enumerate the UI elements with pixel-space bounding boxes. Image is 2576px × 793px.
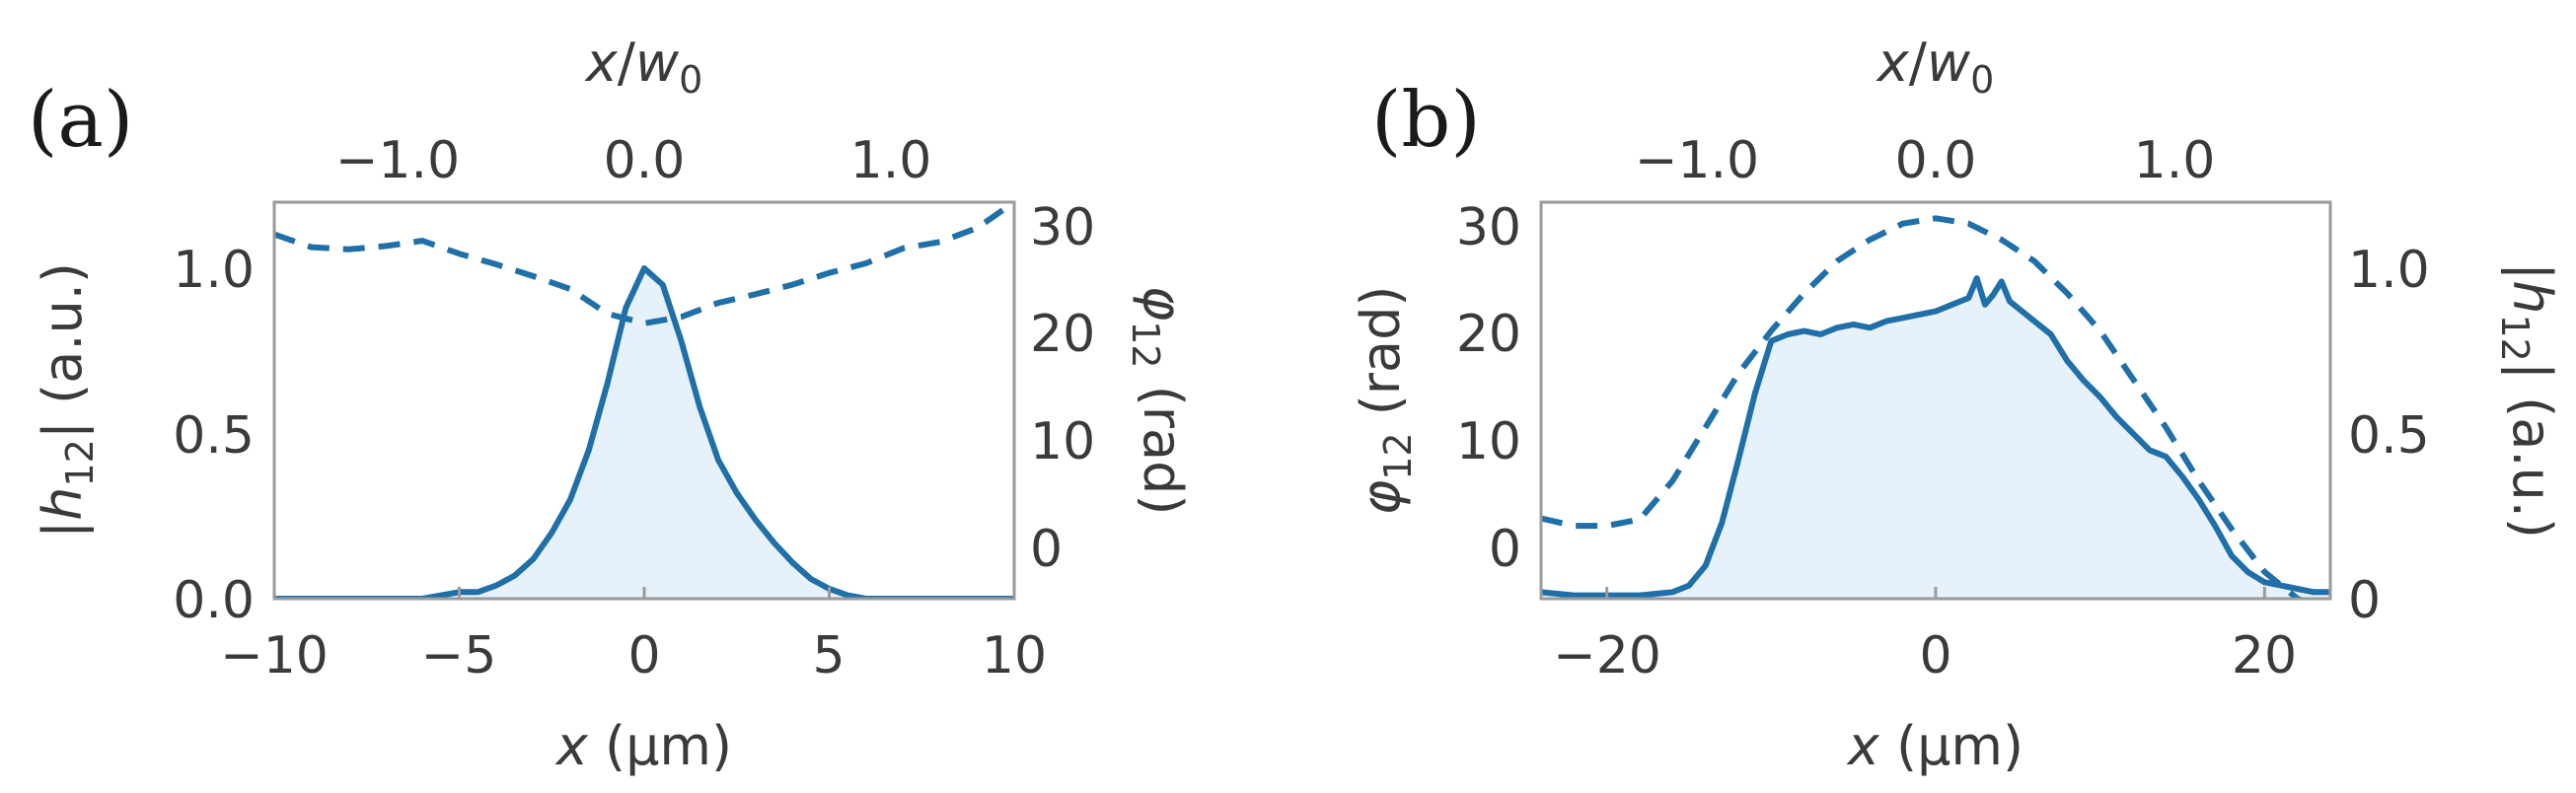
panel-a-left-tick: 0.5 — [173, 406, 255, 466]
panel-a-bottom-ticks: −10 −5 0 5 10 — [220, 626, 1047, 685]
panel-a-top-tick: 0.0 — [604, 131, 686, 190]
panel-b-top-tick: 1.0 — [2134, 131, 2216, 190]
panel-b-left-axis-label: φ12 (rad) — [1350, 286, 1420, 516]
panel-a-dashed-series-line — [274, 202, 1014, 326]
panel-a-label: (a) — [28, 76, 133, 165]
panel-a-right-tick: 20 — [1030, 305, 1095, 364]
panel-b-right-axis-label: |h12| (a.u.) — [2493, 262, 2563, 539]
panel-b-x-tick: −20 — [1553, 626, 1661, 685]
panel-a-x-tick: 10 — [982, 626, 1047, 685]
panel-a-top-tick: 1.0 — [850, 131, 932, 190]
panel-b-x-axis-label: x (μm) — [1846, 715, 2024, 777]
panel-b-solid-series-line — [1541, 275, 2330, 599]
panel-a-x-tick: 0 — [627, 626, 660, 685]
panel-b-left-ticks: 0 10 20 30 — [1456, 198, 1521, 579]
panel-a-left-axis-label: |h12| (a.u.) — [32, 262, 102, 539]
panel-a: (a) x/w0 −1.0 0.0 1.0 −10 −5 0 5 10 x (μ… — [28, 32, 1194, 777]
panel-a-x-tick: −5 — [421, 626, 497, 685]
panel-b-series — [1541, 215, 2330, 599]
panel-b-dashed-series-line — [1541, 215, 2308, 599]
panel-b-x-tick: 20 — [2232, 626, 2297, 685]
panel-a-left-ticks: 0.0 0.5 1.0 — [173, 241, 255, 630]
panel-a-plot-frame — [272, 200, 1016, 601]
panel-a-right-ticks: 0 10 20 30 — [1030, 198, 1095, 579]
panel-b-top-ticks: −1.0 0.0 1.0 — [1635, 131, 2215, 190]
panel-b-left-tick: 0 — [1489, 520, 1521, 579]
panel-a-left-tick: 0.0 — [173, 571, 255, 630]
panel-b-bottom-ticks: −20 0 20 — [1553, 626, 2297, 685]
panel-a-left-tick: 1.0 — [173, 241, 255, 300]
panel-b-left-tick: 20 — [1456, 305, 1521, 364]
panel-a-x-tick: −10 — [220, 626, 329, 685]
panel-b: (b) x/w0 −1.0 0.0 1.0 −20 0 20 x (μm) 0 … — [1350, 32, 2563, 777]
panel-a-top-ticks: −1.0 0.0 1.0 — [335, 131, 931, 190]
panel-b-x-tick: 0 — [1919, 626, 1951, 685]
panel-b-right-ticks: 0 0.5 1.0 — [2348, 241, 2430, 630]
panel-a-solid-series-line — [274, 265, 1014, 599]
panel-b-right-tick: 0.5 — [2348, 406, 2430, 466]
panel-b-series-area — [1541, 278, 2330, 599]
panel-b-top-tick: 0.0 — [1895, 131, 1977, 190]
panel-b-top-axis-label: x/w0 — [1876, 32, 1995, 102]
panel-b-left-tick: 30 — [1456, 198, 1521, 257]
panel-b-right-tick: 1.0 — [2348, 241, 2430, 300]
panel-a-right-axis-label: φ12 (rad) — [1124, 286, 1194, 516]
panel-a-right-tick: 10 — [1030, 412, 1095, 471]
panel-a-top-axis-label: x/w0 — [584, 32, 703, 102]
panel-a-right-tick: 30 — [1030, 198, 1095, 257]
panel-a-series-area — [274, 268, 1014, 599]
panel-b-plot-frame — [1539, 200, 2332, 601]
panel-b-label: (b) — [1371, 76, 1481, 165]
panel-b-top-tick: −1.0 — [1635, 131, 1759, 190]
panel-b-tick-marks — [1605, 587, 2266, 599]
panel-a-top-tick: −1.0 — [335, 131, 460, 190]
panel-b-left-tick: 10 — [1456, 412, 1521, 471]
panel-a-x-axis-label: x (μm) — [554, 715, 732, 777]
panel-a-right-tick: 0 — [1030, 520, 1063, 579]
panel-b-right-tick: 0 — [2348, 571, 2381, 630]
panel-a-x-tick: 5 — [812, 626, 845, 685]
panel-a-series — [274, 202, 1014, 599]
